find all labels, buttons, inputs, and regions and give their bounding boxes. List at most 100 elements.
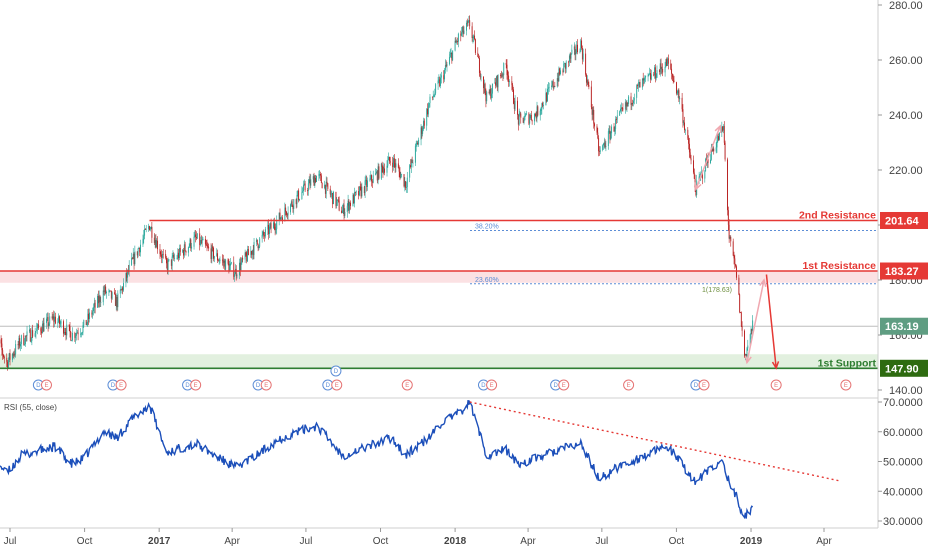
candle-body [557, 78, 559, 82]
candle-body [91, 312, 93, 315]
candle-body [275, 228, 277, 230]
price-tick-label: 140.00 [889, 385, 923, 397]
candle-body [520, 113, 522, 118]
candle-body [53, 316, 55, 322]
candle-body [500, 75, 502, 77]
event-marker-circle [698, 379, 710, 391]
candle-body [97, 295, 99, 304]
candle-body [684, 122, 685, 131]
candle-body [155, 240, 157, 248]
candle-body [687, 129, 689, 139]
candle-body [547, 87, 549, 89]
candle-body [287, 212, 289, 216]
candle-body [563, 63, 565, 73]
candle-body [204, 239, 206, 245]
arrow-tail-head [744, 355, 752, 365]
candle-body [8, 353, 10, 360]
projection-arrow [744, 278, 767, 365]
candle-body [324, 184, 326, 189]
candle-body [66, 324, 68, 336]
candles [0, 15, 754, 371]
candle-body [128, 264, 130, 273]
candle-body [483, 76, 484, 89]
candle-body [187, 247, 189, 253]
candle-body [631, 103, 633, 105]
candle-body [223, 260, 225, 263]
candle-body [573, 46, 575, 50]
candle-body [292, 205, 294, 210]
time-tick-label: Jul [300, 536, 313, 547]
candle-body [747, 345, 749, 349]
candle-body [536, 106, 538, 119]
candle-body [57, 321, 59, 324]
candle-body [329, 188, 331, 195]
candle-body [268, 226, 270, 235]
candle-body [508, 81, 510, 83]
candle-body [157, 240, 159, 250]
candle-body [636, 85, 638, 98]
candle-body [581, 47, 583, 60]
candle-body [633, 100, 634, 104]
candle-body [347, 200, 349, 206]
candle-body [315, 177, 317, 183]
candle-body [688, 143, 690, 153]
event-marker: E [115, 379, 127, 391]
candle-body [739, 294, 741, 313]
candle-body [64, 332, 66, 333]
event-marker-text: E [119, 383, 123, 389]
event-marker-circle [190, 379, 202, 391]
candle-body [616, 115, 618, 120]
candle-body [388, 156, 390, 162]
candle-body [730, 236, 732, 242]
candle-body [371, 175, 373, 182]
event-marker-text: E [774, 383, 778, 389]
candle-body [363, 186, 365, 194]
candle-body [7, 361, 9, 368]
candle-body [236, 275, 238, 277]
price-badge: 183.27 [880, 262, 928, 280]
candle-body [416, 142, 418, 144]
candle-body [227, 259, 229, 264]
candle-body [143, 235, 145, 239]
candle-body [319, 174, 321, 175]
candle-body [490, 88, 492, 99]
candle-body [75, 335, 77, 338]
candle-body [570, 53, 572, 59]
candle-body [30, 340, 32, 342]
event-marker-circle [486, 379, 498, 391]
resistance-label: 1st Resistance [802, 260, 876, 272]
candle-body [358, 191, 360, 196]
candle-body [596, 126, 598, 133]
candle-body [258, 246, 260, 249]
candle-body [200, 239, 201, 245]
time-tick-label: Oct [77, 536, 93, 547]
candle-body [257, 243, 259, 249]
candle-body [115, 297, 117, 306]
arrow-shaft [765, 274, 777, 369]
candle-body [216, 253, 218, 257]
event-marker-text: D [256, 383, 261, 389]
candle-body [435, 84, 437, 94]
candle-body [341, 210, 343, 213]
candle-body [151, 227, 153, 238]
event-marker-text: E [844, 383, 848, 389]
candle-body [574, 46, 576, 55]
candle-body [205, 244, 207, 246]
candle-body [645, 75, 647, 78]
candle-body [602, 145, 604, 150]
candle-body [3, 357, 5, 359]
candle-body [264, 229, 266, 237]
candle-body [466, 22, 467, 31]
candle-body [18, 338, 20, 346]
event-marker: E [840, 379, 852, 391]
candle-body [103, 290, 105, 292]
candle-body [354, 192, 356, 204]
candle-body [168, 259, 170, 261]
candle-body [577, 44, 578, 53]
candle-body [502, 74, 504, 76]
candle-body [82, 325, 84, 333]
candle-body [525, 114, 527, 116]
event-marker-text: D [111, 383, 116, 389]
price-badge-bg [880, 211, 928, 229]
candle-body [71, 333, 73, 341]
